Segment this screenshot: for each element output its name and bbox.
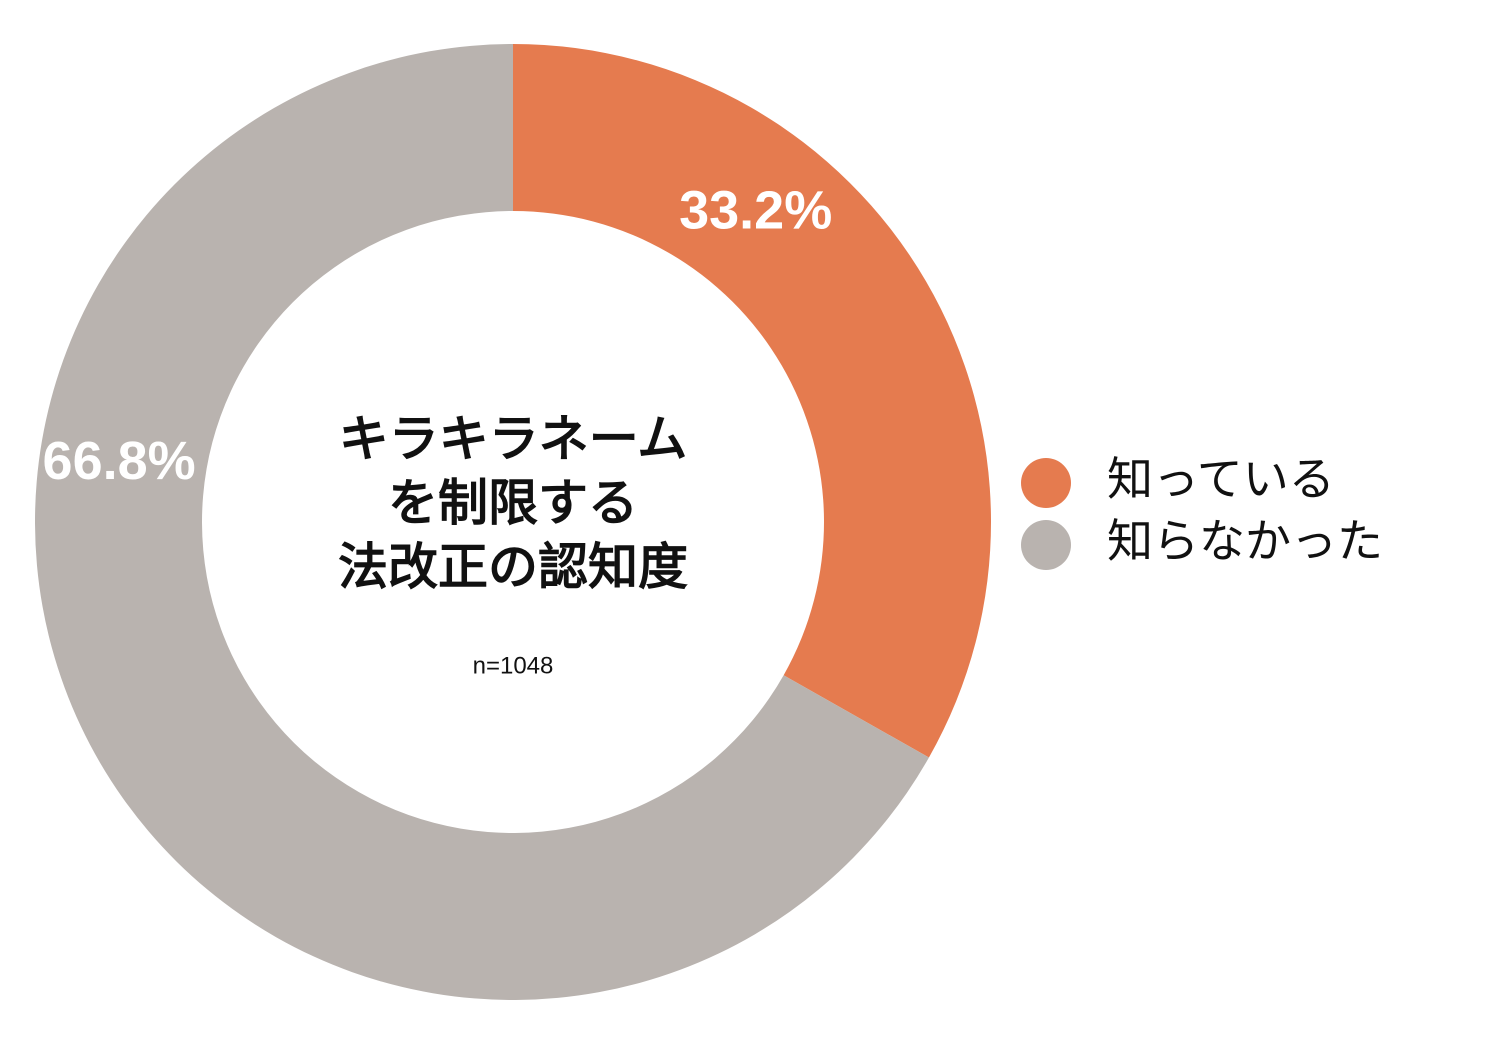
donut-slice (513, 44, 991, 758)
chart-title: 法改正の認知度 (338, 539, 688, 595)
donut (34, 44, 991, 1000)
legend-swatch (1021, 520, 1071, 570)
legend-label: 知らなかった (1107, 515, 1383, 567)
value-labels: 33.2% 66.8% (43, 180, 833, 491)
chart-title: キラキラネーム (339, 411, 688, 467)
subtitle: n=1048 (473, 652, 554, 679)
value-label: 66.8% (43, 431, 196, 491)
legend-swatch (1021, 458, 1071, 508)
value-label: 33.2% (679, 180, 832, 240)
chart-title: を制限する (388, 475, 638, 531)
donut-slice (34, 44, 929, 1000)
legend-label: 知っている (1107, 453, 1335, 505)
